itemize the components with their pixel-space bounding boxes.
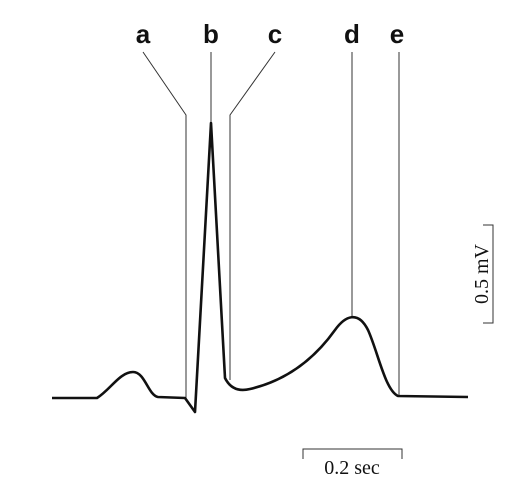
wave-label: c (268, 19, 282, 49)
wave-label: e (390, 19, 404, 49)
leader-line (142, 51, 187, 398)
wave-label: b (203, 19, 219, 49)
voltage-scale-bar (483, 224, 494, 324)
voltage-scale-label: 0.5 mV (471, 243, 493, 304)
time-scale-bar (302, 448, 403, 459)
wave-label: d (344, 19, 360, 49)
leader-line (229, 51, 276, 380)
time-scale-label: 0.2 sec (324, 457, 380, 479)
ecg-trace (52, 121, 469, 414)
wave-label: a (136, 19, 151, 49)
